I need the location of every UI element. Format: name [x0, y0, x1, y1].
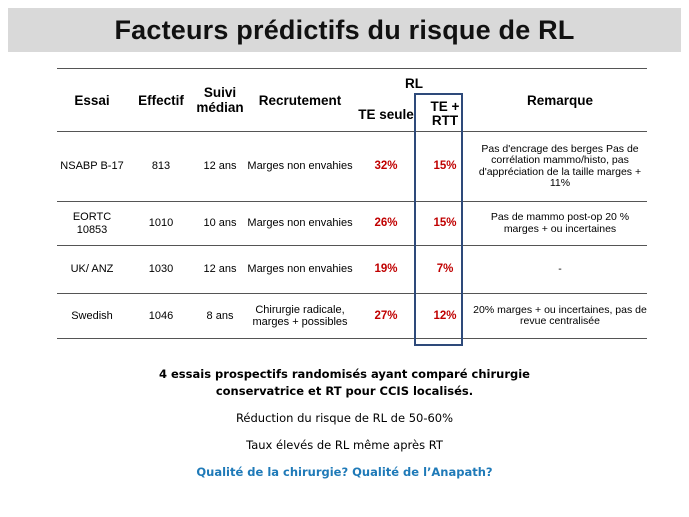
header-remarque: Remarque: [473, 68, 647, 132]
notes: 4 essais prospectifs randomisés ayant co…: [0, 366, 689, 479]
header-essai: Essai: [57, 68, 127, 132]
note-quality: Qualité de la chirurgie? Qualité de l’An…: [196, 465, 493, 479]
title-bar: Facteurs prédictifs du risque de RL: [8, 8, 681, 52]
cell-effectif: 1046: [127, 293, 195, 339]
cell-effectif: 1030: [127, 245, 195, 294]
cell-recrutement: Chirurgie radicale, marges + possibles: [245, 293, 355, 339]
cell-suivi: 12 ans: [195, 131, 245, 202]
header-suivi: Suivi médian: [195, 68, 245, 132]
cell-remarque: 20% marges + ou incertaines, pas de revu…: [473, 293, 647, 339]
cell-essai: Swedish: [57, 293, 127, 339]
note-trials: 4 essais prospectifs randomisés ayant co…: [159, 367, 530, 398]
cell-remarque: Pas d'encrage des berges Pas de corrélat…: [473, 131, 647, 202]
header-te-rtt: TE + RTT: [417, 97, 473, 132]
cell-recrutement: Marges non envahies: [245, 245, 355, 294]
cell-te-seule: 19%: [355, 245, 417, 294]
header-rl: RL: [355, 68, 473, 97]
header-te-seule: TE seule: [355, 97, 417, 132]
cell-effectif: 1010: [127, 201, 195, 246]
cell-recrutement: Marges non envahies: [245, 131, 355, 202]
table-row: UK/ ANZ 1030 12 ans Marges non envahies …: [57, 245, 647, 294]
cell-essai: UK/ ANZ: [57, 245, 127, 294]
note-high-rates: Taux élevés de RL même après RT: [246, 438, 443, 452]
trials-table: Essai Effectif Suivi médian Recrutement …: [57, 68, 647, 339]
header-recrutement: Recrutement: [245, 68, 355, 132]
header-effectif: Effectif: [127, 68, 195, 132]
note-reduction: Réduction du risque de RL de 50-60%: [235, 411, 454, 425]
table-row: Swedish 1046 8 ans Chirurgie radicale, m…: [57, 293, 647, 339]
cell-suivi: 8 ans: [195, 293, 245, 339]
cell-suivi: 10 ans: [195, 201, 245, 246]
cell-effectif: 813: [127, 131, 195, 202]
cell-te-seule: 26%: [355, 201, 417, 246]
cell-te-rtt: 15%: [417, 131, 473, 202]
cell-te-rtt: 15%: [417, 201, 473, 246]
slide-title: Facteurs prédictifs du risque de RL: [114, 14, 575, 45]
cell-remarque: Pas de mammo post-op 20 % marges + ou in…: [473, 201, 647, 246]
cell-essai: NSABP B-17: [57, 131, 127, 202]
cell-recrutement: Marges non envahies: [245, 201, 355, 246]
table-row: EORTC 10853 1010 10 ans Marges non envah…: [57, 201, 647, 246]
cell-suivi: 12 ans: [195, 245, 245, 294]
cell-te-seule: 32%: [355, 131, 417, 202]
cell-te-rtt: 12%: [417, 293, 473, 339]
cell-te-seule: 27%: [355, 293, 417, 339]
cell-essai: EORTC 10853: [57, 201, 127, 246]
table-row: NSABP B-17 813 12 ans Marges non envahie…: [57, 131, 647, 202]
cell-remarque: -: [473, 245, 647, 294]
cell-te-rtt: 7%: [417, 245, 473, 294]
